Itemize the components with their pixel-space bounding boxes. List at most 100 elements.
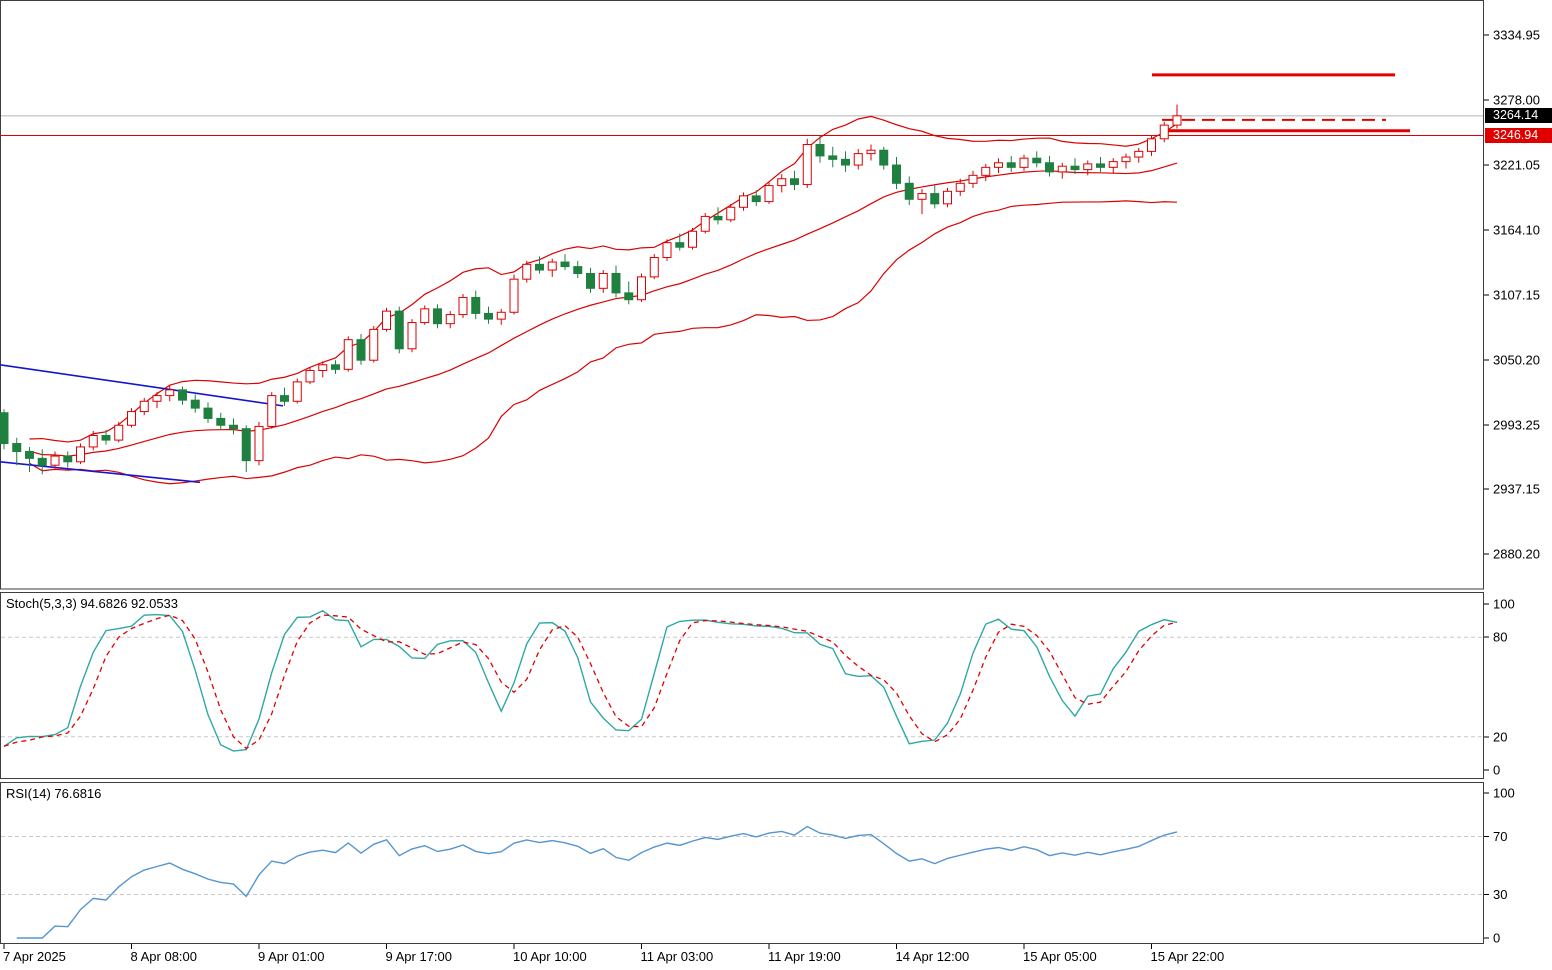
candle-body bbox=[76, 446, 85, 463]
candle-body bbox=[828, 155, 838, 160]
stoch-axis-label: 80 bbox=[1493, 630, 1507, 645]
candle-body bbox=[841, 158, 850, 166]
candle-body bbox=[611, 272, 621, 294]
candle-body bbox=[241, 428, 251, 462]
candle-body bbox=[662, 242, 672, 258]
candle-body bbox=[178, 389, 187, 401]
candle-body bbox=[50, 455, 60, 466]
rsi-axis-label: 0 bbox=[1493, 931, 1500, 946]
candle-body bbox=[1070, 165, 1080, 171]
candle-body bbox=[127, 411, 136, 426]
price-axis-label: 3164.10 bbox=[1493, 222, 1540, 237]
candle-body bbox=[904, 182, 914, 200]
rsi-panel-border bbox=[0, 782, 1484, 944]
candle-body bbox=[790, 178, 799, 185]
time-axis-label: 7 Apr 2025 bbox=[3, 949, 66, 964]
candle-body bbox=[496, 311, 506, 320]
candle-body bbox=[318, 364, 328, 371]
candle-body bbox=[12, 443, 22, 453]
trendline-object[interactable] bbox=[0, 460, 201, 484]
candle-body bbox=[420, 308, 430, 324]
candle-body bbox=[751, 195, 761, 203]
candle-body bbox=[1057, 165, 1067, 173]
candle-body bbox=[547, 261, 557, 271]
trendline-object[interactable] bbox=[0, 363, 284, 407]
rsi-axis-label: 100 bbox=[1493, 786, 1515, 801]
candle-body bbox=[152, 395, 162, 402]
rsi-axis-label: 30 bbox=[1493, 887, 1507, 902]
stoch-axis-label: 20 bbox=[1493, 729, 1507, 744]
candle-body bbox=[433, 308, 442, 325]
candle-body bbox=[598, 272, 608, 289]
price-axis-label: 3278.00 bbox=[1493, 92, 1540, 107]
candle-body bbox=[853, 153, 863, 166]
rsi-axis-label: 70 bbox=[1493, 829, 1507, 844]
candle-body bbox=[1032, 157, 1042, 164]
candle-body bbox=[1159, 124, 1169, 140]
candle-body bbox=[63, 455, 73, 463]
candle-body bbox=[917, 193, 927, 200]
candle-body bbox=[879, 149, 889, 166]
candle-body bbox=[700, 215, 710, 232]
bollinger-middle bbox=[29, 162, 1178, 457]
candle-body bbox=[1172, 115, 1182, 126]
bollinger-lower bbox=[29, 200, 1178, 485]
stochastic-main-line bbox=[3, 609, 1178, 752]
candle-body bbox=[25, 451, 34, 459]
candle-body bbox=[509, 278, 519, 313]
candle-body bbox=[254, 425, 264, 462]
time-axis-label: 15 Apr 22:00 bbox=[1151, 949, 1225, 964]
candle-body bbox=[267, 395, 277, 427]
candle-body bbox=[573, 266, 583, 274]
candle-body bbox=[1096, 163, 1105, 168]
candle-body bbox=[1134, 150, 1144, 158]
candle-body bbox=[586, 272, 595, 289]
candle-body bbox=[535, 263, 544, 271]
candle-body bbox=[943, 190, 952, 205]
price-axis-label: 3334.95 bbox=[1493, 28, 1540, 43]
candle-body bbox=[1019, 157, 1029, 168]
stochastic-indicator-label: Stoch(5,3,3) 94.6826 92.0533 bbox=[6, 596, 179, 611]
candle-body bbox=[1121, 156, 1131, 163]
candle-body bbox=[292, 381, 302, 402]
rsi-line bbox=[16, 825, 1178, 939]
candle-body bbox=[484, 312, 493, 320]
stoch-axis-label: 100 bbox=[1493, 597, 1515, 612]
candle-body bbox=[739, 195, 748, 208]
candle-body bbox=[930, 193, 940, 205]
candle-body bbox=[1006, 162, 1016, 168]
time-axis-label: 8 Apr 08:00 bbox=[131, 949, 198, 964]
candle-body bbox=[382, 310, 391, 330]
candle-body bbox=[892, 164, 901, 184]
candle-body bbox=[114, 424, 124, 441]
candle-body bbox=[343, 339, 353, 370]
candle-body bbox=[216, 417, 226, 426]
candle-body bbox=[637, 276, 646, 301]
candle-body bbox=[369, 328, 379, 361]
bollinger-upper bbox=[29, 115, 1178, 443]
candle-body bbox=[101, 435, 111, 441]
candle-body bbox=[471, 296, 481, 314]
time-axis-label: 9 Apr 01:00 bbox=[258, 949, 325, 964]
candle-body bbox=[1147, 138, 1156, 152]
candle-body bbox=[955, 182, 965, 192]
candle-body bbox=[713, 215, 723, 221]
candle-body bbox=[165, 389, 175, 397]
stoch-panel-border bbox=[0, 592, 1484, 779]
candle-body bbox=[994, 162, 1003, 168]
candle-body bbox=[305, 369, 315, 383]
time-axis-label: 11 Apr 03:00 bbox=[641, 949, 714, 964]
time-axis-label: 10 Apr 10:00 bbox=[513, 949, 587, 964]
candle-body bbox=[777, 178, 787, 187]
time-axis-label: 14 Apr 12:00 bbox=[896, 949, 970, 964]
candle-body bbox=[688, 230, 697, 248]
candle-body bbox=[0, 412, 9, 445]
main-panel-border bbox=[0, 0, 1484, 590]
price-axis-label: 2880.20 bbox=[1493, 546, 1540, 561]
candle-body bbox=[331, 364, 340, 370]
candle-body bbox=[445, 314, 455, 325]
price-axis-label: 3221.05 bbox=[1493, 157, 1540, 172]
price-axis-label: 3050.20 bbox=[1493, 352, 1540, 367]
